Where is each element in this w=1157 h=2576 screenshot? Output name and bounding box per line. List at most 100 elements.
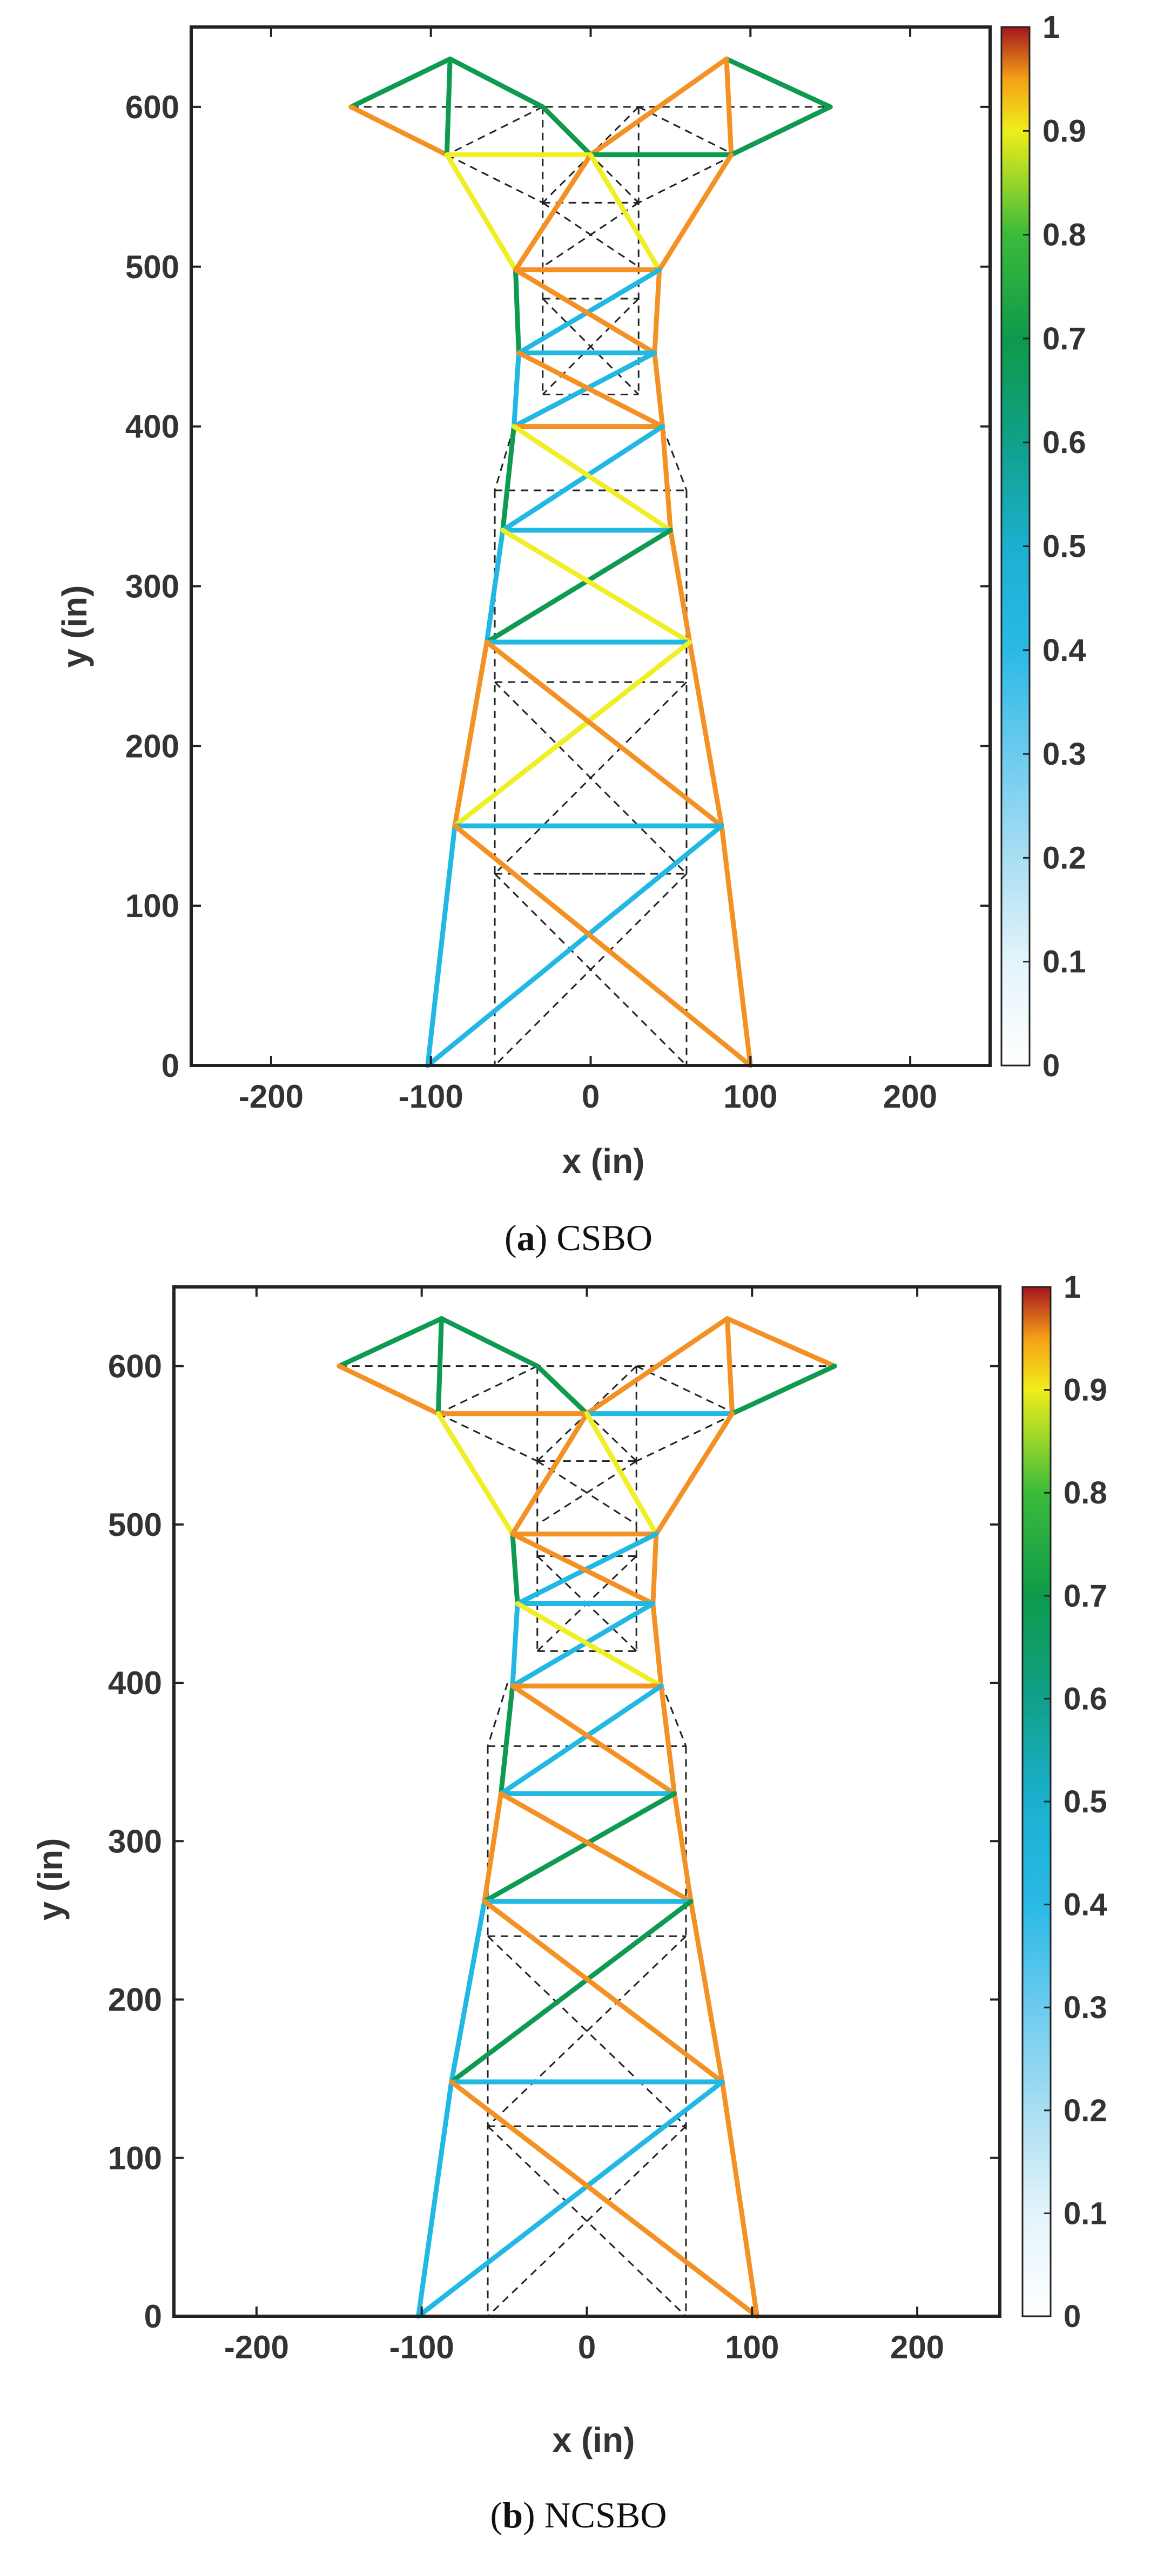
colorbar-tick-label: 0.9 bbox=[1064, 1373, 1107, 1408]
colorbar-tick-label: 0.1 bbox=[1064, 2196, 1107, 2231]
member-cyan bbox=[425, 823, 458, 1068]
panel-b-x-axis-label: x (in) bbox=[553, 2420, 635, 2459]
member-green bbox=[498, 1683, 515, 1796]
dashed-member bbox=[446, 106, 543, 156]
dashed-member bbox=[487, 2126, 687, 2317]
y-tick-label: 300 bbox=[108, 1823, 162, 1859]
colorbar-tick-label: 0.2 bbox=[1064, 2093, 1107, 2128]
member-green bbox=[348, 56, 453, 110]
member-green bbox=[447, 56, 546, 110]
y-tick-label: 100 bbox=[108, 2140, 162, 2176]
member-orange bbox=[688, 1899, 725, 2085]
colorbar-tick-label: 0.1 bbox=[1042, 945, 1086, 980]
colorbar-tick-label: 0.6 bbox=[1064, 1681, 1107, 1716]
member-green bbox=[482, 1791, 677, 1904]
x-tick-label: 200 bbox=[883, 1078, 937, 1115]
panel-a-y-axis-label: y (in) bbox=[55, 585, 94, 668]
dashed-member bbox=[494, 426, 515, 491]
member-yellow bbox=[584, 1411, 659, 1536]
member-orange bbox=[658, 1683, 677, 1796]
panel-b-caption-letter: b bbox=[502, 2494, 523, 2535]
member-cyan bbox=[498, 1683, 664, 1796]
member-orange bbox=[513, 152, 593, 273]
y-tick-label: 500 bbox=[125, 249, 179, 285]
x-tick-label: -100 bbox=[399, 1078, 463, 1115]
member-yellow bbox=[452, 639, 692, 828]
y-tick-label: 600 bbox=[125, 89, 179, 125]
member-orange bbox=[498, 1791, 694, 1904]
x-tick-label: 0 bbox=[578, 2329, 596, 2365]
dashed-member bbox=[660, 1682, 687, 1746]
member-orange bbox=[513, 267, 657, 356]
member-green bbox=[500, 424, 517, 533]
member-orange bbox=[449, 2079, 759, 2319]
member-orange bbox=[482, 1791, 503, 1904]
y-tick-label: 400 bbox=[125, 409, 179, 445]
member-orange bbox=[584, 1316, 730, 1417]
member-yellow bbox=[512, 424, 673, 533]
panel-a-caption: (a) CSBO bbox=[504, 1217, 653, 1258]
dashed-member bbox=[487, 1936, 687, 2127]
dashed-member bbox=[542, 202, 640, 268]
panel-a-tower-dashed bbox=[351, 106, 831, 1067]
member-yellow bbox=[435, 1411, 515, 1536]
dashed-member bbox=[542, 298, 640, 395]
panel-b-y-ticks: 0 100 200 300 400 500 600 bbox=[108, 1348, 1000, 2335]
member-cyan bbox=[484, 528, 506, 645]
member-orange bbox=[337, 1364, 441, 1417]
member-cyan bbox=[425, 823, 724, 1068]
member-green bbox=[730, 1364, 837, 1417]
x-tick-label: -200 bbox=[239, 1078, 304, 1115]
member-cyan bbox=[416, 2079, 725, 2319]
member-orange bbox=[687, 639, 724, 828]
dashed-member bbox=[438, 1365, 538, 1414]
colorbar-tick-label: 0.8 bbox=[1042, 218, 1086, 253]
colorbar-tick-label: 0.3 bbox=[1042, 737, 1086, 772]
x-tick-label: 100 bbox=[725, 2329, 779, 2365]
panel-a-axes-frame bbox=[190, 25, 992, 1067]
member-orange bbox=[510, 1411, 589, 1536]
member-orange bbox=[650, 1601, 664, 1689]
member-orange bbox=[516, 350, 665, 429]
member-cyan bbox=[500, 424, 665, 533]
colorbar-tick-label: 0.4 bbox=[1042, 633, 1086, 668]
member-cyan bbox=[449, 1899, 487, 2085]
y-tick-label: 100 bbox=[125, 888, 179, 924]
y-tick-label: 600 bbox=[108, 1348, 162, 1385]
member-orange bbox=[724, 56, 734, 158]
y-tick-label: 200 bbox=[108, 1982, 162, 2018]
member-green bbox=[513, 267, 521, 356]
member-green bbox=[535, 1364, 589, 1417]
member-cyan bbox=[416, 2079, 454, 2319]
colorbar-tick-label: 1 bbox=[1042, 10, 1060, 45]
panel-a-caption-text: CSBO bbox=[556, 1217, 653, 1258]
dashed-member bbox=[636, 1413, 736, 1462]
dashed-member bbox=[438, 1413, 538, 1462]
panel-a-caption-letter: a bbox=[517, 1217, 535, 1258]
panel-b-caption-text: NCSBO bbox=[544, 2494, 667, 2535]
y-tick-label: 300 bbox=[125, 568, 179, 604]
member-orange bbox=[657, 152, 734, 273]
panel-a-y-ticks: 0 100 200 300 400 500 600 bbox=[125, 89, 990, 1084]
colorbar-tick-label: 0.6 bbox=[1042, 425, 1086, 460]
member-cyan bbox=[512, 350, 657, 429]
colorbar-tick-label: 1 bbox=[1064, 1270, 1081, 1305]
member-green bbox=[449, 1899, 694, 2085]
dashed-member bbox=[638, 106, 735, 156]
y-tick-label: 200 bbox=[125, 728, 179, 764]
member-green bbox=[540, 104, 593, 158]
colorbar-tick-label: 0.7 bbox=[1064, 1579, 1107, 1614]
panel-b-colorbar: 0 0.1 0.2 0.3 0.4 0.5 0.6 0.7 0.8 0.9 1 bbox=[1021, 1270, 1107, 2334]
dashed-member bbox=[487, 2126, 687, 2317]
x-tick-label: -100 bbox=[389, 2329, 454, 2365]
x-tick-label: -200 bbox=[224, 2329, 289, 2365]
colorbar-tick-label: 0.5 bbox=[1064, 1784, 1107, 1819]
dashed-member bbox=[487, 1936, 687, 2127]
member-orange bbox=[724, 1316, 837, 1369]
dashed-member bbox=[636, 1365, 736, 1414]
colorbar-tick-label: 0.9 bbox=[1042, 113, 1086, 149]
x-tick-label: 100 bbox=[723, 1078, 777, 1115]
member-orange bbox=[660, 424, 673, 533]
colorbar-tick-label: 0.5 bbox=[1042, 529, 1086, 564]
